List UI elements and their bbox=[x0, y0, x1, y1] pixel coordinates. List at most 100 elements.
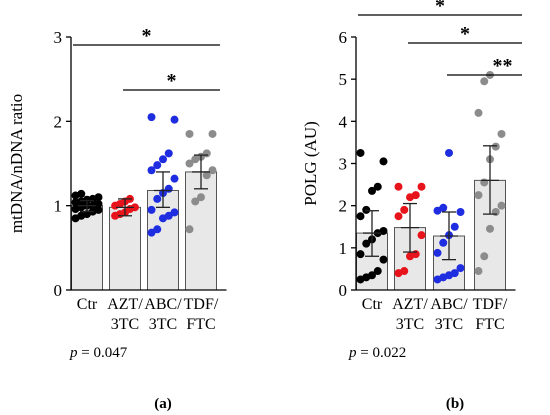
data-point bbox=[373, 267, 382, 276]
data-point bbox=[94, 199, 103, 208]
data-point bbox=[480, 178, 489, 187]
y-tick-label: 0 bbox=[339, 281, 348, 300]
error-bar-2 bbox=[440, 211, 458, 261]
y-tick-label: 3 bbox=[54, 28, 63, 47]
data-point bbox=[170, 115, 179, 124]
bar-1 bbox=[109, 206, 141, 291]
data-point bbox=[202, 149, 211, 158]
x-tick-label: AZT/ bbox=[107, 296, 143, 313]
data-point bbox=[77, 189, 86, 198]
data-point bbox=[185, 225, 194, 234]
data-point bbox=[486, 224, 494, 233]
data-point bbox=[474, 108, 483, 117]
panel-label: (b) bbox=[446, 396, 464, 412]
data-point bbox=[356, 148, 365, 157]
data-point bbox=[456, 264, 465, 273]
error-bar-3 bbox=[481, 145, 499, 215]
x-tick-label: AZT/ bbox=[392, 296, 428, 313]
data-point bbox=[191, 197, 200, 206]
data-point bbox=[170, 208, 179, 217]
y-tick-label: 2 bbox=[54, 112, 63, 131]
data-point bbox=[153, 225, 162, 234]
data-point bbox=[480, 77, 489, 86]
data-point bbox=[356, 250, 365, 259]
x-tick-label: 3TC bbox=[396, 316, 424, 333]
data-point bbox=[400, 205, 409, 214]
y-tick-label: 1 bbox=[54, 197, 63, 216]
y-tick-label: 2 bbox=[339, 197, 348, 216]
data-point bbox=[164, 184, 173, 193]
data-point bbox=[197, 193, 205, 202]
x-tick-label: TDF/ bbox=[184, 296, 219, 313]
data-point bbox=[450, 222, 459, 231]
y-tick-label: 4 bbox=[339, 112, 348, 131]
data-point bbox=[362, 239, 371, 248]
data-point bbox=[450, 269, 459, 278]
data-point bbox=[170, 174, 179, 183]
data-point bbox=[379, 226, 388, 235]
data-point bbox=[439, 238, 448, 247]
x-tick-label: 3TC bbox=[435, 316, 463, 333]
data-point bbox=[356, 212, 365, 221]
data-point bbox=[491, 142, 500, 151]
data-point bbox=[94, 205, 103, 214]
data-point bbox=[474, 267, 483, 276]
data-point bbox=[394, 212, 403, 221]
x-tick-label: ABC/ bbox=[144, 296, 182, 313]
data-point bbox=[417, 231, 426, 240]
data-point bbox=[147, 205, 156, 214]
data-point bbox=[130, 203, 139, 212]
y-tick-label: 0 bbox=[54, 281, 63, 300]
data-point bbox=[439, 203, 448, 212]
data-point bbox=[411, 250, 420, 259]
data-point bbox=[164, 149, 173, 158]
significance-marker: * bbox=[142, 25, 152, 47]
data-point bbox=[185, 129, 194, 138]
chart-panel-b: 0 1 2 3 4 5 6 Ctr AZT/3TC ABC/3TC TDF/FTC POLG (AU)… bbox=[301, 0, 522, 412]
x-tick-label: Ctr bbox=[77, 296, 98, 313]
error-bar-3 bbox=[192, 154, 210, 190]
data-point bbox=[417, 182, 426, 191]
error-bar-0 bbox=[78, 199, 96, 213]
chart-panel-a: 0 1 2 3 Ctr AZT/3TC ABC/3TC TDF/FTC mtDNA/nDNA r… bbox=[7, 25, 227, 412]
error-bar-1 bbox=[401, 202, 419, 253]
data-point bbox=[208, 129, 217, 138]
significance-marker: * bbox=[460, 23, 470, 45]
significance-marker: ** bbox=[493, 55, 513, 77]
data-point bbox=[368, 271, 376, 280]
data-point bbox=[153, 161, 162, 170]
x-tick-label: FTC bbox=[186, 316, 215, 333]
error-bar-1 bbox=[116, 198, 134, 217]
data-point bbox=[400, 267, 409, 276]
x-tick-label: ABC/ bbox=[430, 296, 468, 313]
data-point bbox=[373, 182, 382, 191]
x-tick-label: 3TC bbox=[149, 316, 177, 333]
data-point bbox=[394, 182, 403, 191]
significance-marker: * bbox=[435, 0, 445, 17]
y-tick-label: 1 bbox=[339, 239, 348, 258]
error-bar-0 bbox=[363, 210, 381, 257]
data-point bbox=[497, 129, 506, 138]
x-tick-label: TDF/ bbox=[473, 296, 508, 313]
data-point bbox=[491, 207, 500, 216]
data-point bbox=[202, 171, 211, 180]
data-point bbox=[379, 255, 388, 264]
x-tick-label: FTC bbox=[475, 316, 504, 333]
data-point bbox=[497, 201, 506, 210]
x-tick-label: Ctr bbox=[362, 296, 383, 313]
data-point bbox=[474, 191, 483, 200]
p-value: p = 0.047 bbox=[69, 345, 128, 361]
data-point bbox=[147, 166, 156, 175]
data-point bbox=[208, 166, 217, 175]
data-point bbox=[411, 191, 420, 200]
data-point bbox=[185, 159, 194, 168]
y-tick-label: 6 bbox=[339, 28, 348, 47]
y-tick-label: 3 bbox=[339, 155, 348, 174]
panel-label: (a) bbox=[154, 396, 172, 412]
error-bar-2 bbox=[154, 171, 172, 209]
data-point bbox=[368, 186, 376, 195]
data-point bbox=[362, 205, 371, 214]
x-tick-label: 3TC bbox=[111, 316, 139, 333]
p-value: p = 0.022 bbox=[348, 345, 406, 361]
data-point bbox=[153, 194, 162, 203]
